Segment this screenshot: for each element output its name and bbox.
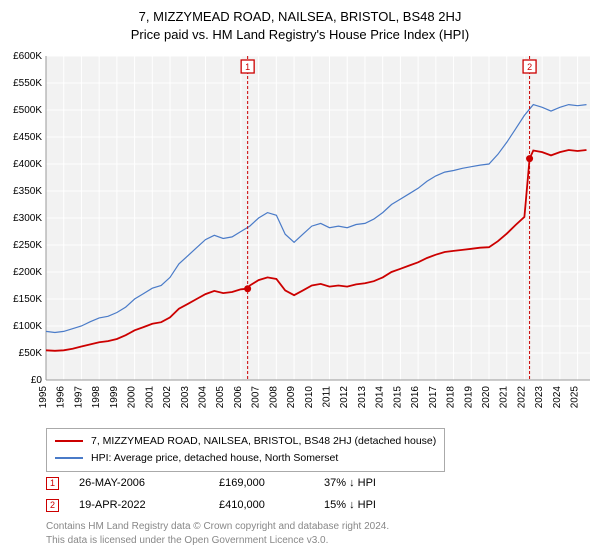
marker-box-2: 2: [46, 499, 59, 512]
chart-area: £0 £50K £100K £150K £200K £250K £300K £350K £400…: [0, 50, 600, 420]
legend-swatch-2: [55, 457, 83, 459]
title-line2: Price paid vs. HM Land Registry's House …: [0, 26, 600, 44]
annot-date-2: 19-APR-2022: [79, 499, 199, 511]
svg-text:1997: 1997: [73, 386, 84, 409]
svg-text:2001: 2001: [144, 386, 155, 409]
svg-text:£400K: £400K: [13, 159, 42, 170]
svg-text:2021: 2021: [499, 386, 510, 409]
svg-text:£50K: £50K: [19, 348, 43, 359]
svg-text:2016: 2016: [410, 386, 421, 409]
svg-text:2011: 2011: [322, 386, 333, 408]
legend-row-1: 7, MIZZYMEAD ROAD, NAILSEA, BRISTOL, BS4…: [55, 433, 436, 450]
svg-text:1999: 1999: [109, 386, 120, 409]
svg-text:£0: £0: [31, 375, 43, 386]
svg-text:2007: 2007: [251, 386, 262, 409]
svg-text:2003: 2003: [180, 386, 191, 409]
svg-text:2010: 2010: [304, 386, 315, 409]
annot-price-1: £169,000: [219, 477, 304, 489]
footer-line1: Contains HM Land Registry data © Crown c…: [46, 520, 389, 534]
svg-text:£350K: £350K: [13, 186, 42, 197]
svg-text:2019: 2019: [463, 386, 474, 409]
svg-text:2017: 2017: [428, 386, 439, 409]
svg-text:2018: 2018: [446, 386, 457, 409]
svg-text:1: 1: [245, 62, 250, 72]
svg-text:2005: 2005: [215, 386, 226, 409]
svg-text:2006: 2006: [233, 386, 244, 409]
svg-text:£500K: £500K: [13, 105, 42, 116]
svg-text:2002: 2002: [162, 386, 173, 409]
svg-text:2023: 2023: [534, 386, 545, 409]
svg-text:2014: 2014: [375, 386, 386, 409]
annot-hpi-2: 15% ↓ HPI: [324, 499, 424, 511]
svg-text:£450K: £450K: [13, 132, 42, 143]
legend-row-2: HPI: Average price, detached house, Nort…: [55, 450, 436, 467]
footer-line2: This data is licensed under the Open Gov…: [46, 534, 389, 548]
chart-title: 7, MIZZYMEAD ROAD, NAILSEA, BRISTOL, BS4…: [0, 0, 600, 43]
svg-text:2020: 2020: [481, 386, 492, 409]
svg-text:2008: 2008: [268, 386, 279, 409]
svg-text:£600K: £600K: [13, 51, 42, 62]
svg-text:1995: 1995: [38, 386, 49, 409]
svg-text:2013: 2013: [357, 386, 368, 409]
svg-text:2000: 2000: [127, 386, 138, 409]
svg-text:2009: 2009: [286, 386, 297, 409]
legend-swatch-1: [55, 440, 83, 442]
svg-text:2015: 2015: [392, 386, 403, 409]
title-line1: 7, MIZZYMEAD ROAD, NAILSEA, BRISTOL, BS4…: [0, 8, 600, 26]
svg-text:2025: 2025: [570, 386, 581, 409]
legend-label-1: 7, MIZZYMEAD ROAD, NAILSEA, BRISTOL, BS4…: [91, 433, 436, 450]
annotation-row-2: 2 19-APR-2022 £410,000 15% ↓ HPI: [46, 494, 424, 516]
svg-text:2004: 2004: [197, 386, 208, 409]
svg-text:£100K: £100K: [13, 321, 42, 332]
marker-box-1: 1: [46, 477, 59, 490]
annot-hpi-1: 37% ↓ HPI: [324, 477, 424, 489]
line-chart-svg: £0 £50K £100K £150K £200K £250K £300K £350K £400…: [0, 50, 600, 420]
svg-text:1996: 1996: [56, 386, 67, 409]
svg-text:£150K: £150K: [13, 294, 42, 305]
svg-text:2022: 2022: [516, 386, 527, 409]
footer: Contains HM Land Registry data © Crown c…: [46, 520, 389, 547]
svg-text:£200K: £200K: [13, 267, 42, 278]
annotation-table: 1 26-MAY-2006 £169,000 37% ↓ HPI 2 19-AP…: [46, 472, 424, 516]
svg-text:£250K: £250K: [13, 240, 42, 251]
annotation-row-1: 1 26-MAY-2006 £169,000 37% ↓ HPI: [46, 472, 424, 494]
legend-label-2: HPI: Average price, detached house, Nort…: [91, 450, 338, 467]
annot-date-1: 26-MAY-2006: [79, 477, 199, 489]
svg-text:1998: 1998: [91, 386, 102, 409]
svg-text:2012: 2012: [339, 386, 350, 409]
svg-text:£300K: £300K: [13, 213, 42, 224]
svg-text:2: 2: [527, 62, 532, 72]
legend: 7, MIZZYMEAD ROAD, NAILSEA, BRISTOL, BS4…: [46, 428, 445, 472]
annot-price-2: £410,000: [219, 499, 304, 511]
svg-text:2024: 2024: [552, 386, 563, 409]
svg-text:£550K: £550K: [13, 78, 42, 89]
